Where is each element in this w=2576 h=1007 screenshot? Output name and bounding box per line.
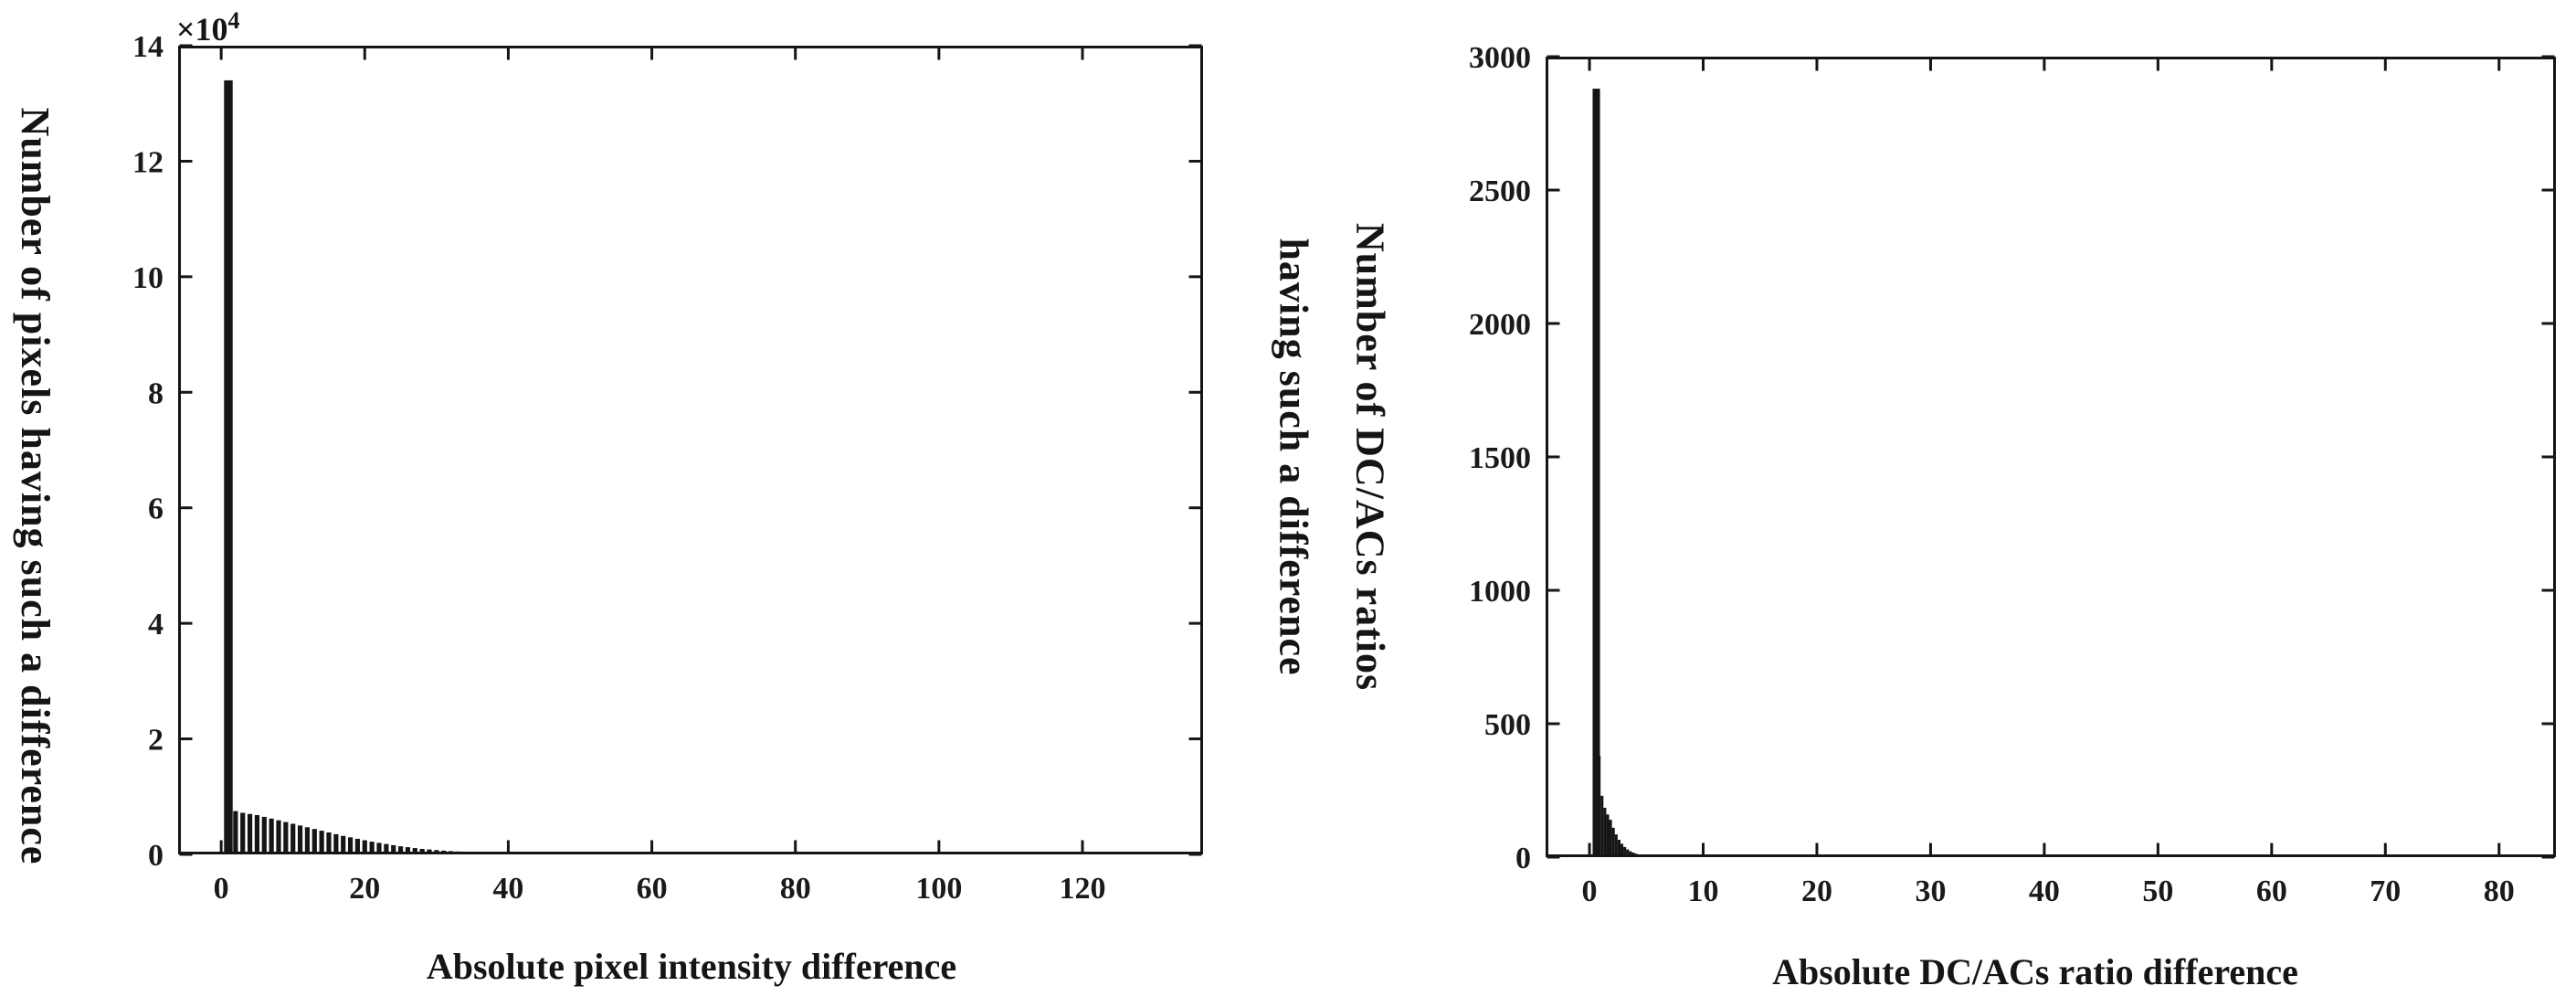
histogram-bar — [1629, 851, 1632, 856]
histogram-bar — [261, 816, 267, 853]
x-tick-label: 80 — [780, 872, 811, 906]
histogram-bar — [233, 811, 238, 853]
histogram-bar — [405, 847, 411, 853]
histogram-bar — [297, 825, 303, 853]
x-tick-label: 80 — [2484, 874, 2515, 908]
histogram-bar — [311, 829, 317, 853]
histogram-bar — [1640, 854, 1643, 856]
histogram-bar — [1637, 854, 1641, 856]
right-y-axis-label-line2: having such a difference — [1272, 238, 1316, 676]
histogram-bar — [326, 832, 332, 853]
y-tick-label: 1500 — [1469, 441, 1531, 475]
left-y-axis-exponent: ×104 — [176, 7, 240, 48]
x-tick-label: 70 — [2370, 874, 2401, 908]
y-tick-label: 12 — [132, 145, 164, 179]
y-tick-label: 2500 — [1469, 175, 1531, 208]
histogram-bar — [397, 846, 404, 853]
histogram-bar — [1603, 807, 1607, 856]
left-x-axis-label: Absolute pixel intensity difference — [426, 946, 957, 987]
histogram-bar — [1611, 827, 1615, 856]
histogram-bar — [1592, 89, 1600, 856]
histogram-bar — [412, 848, 417, 853]
y-tick-label: 6 — [148, 493, 164, 526]
histogram-bar — [1598, 756, 1601, 856]
histogram-bar — [448, 851, 454, 853]
histogram-bar — [354, 838, 361, 853]
y-tick-label: 0 — [148, 839, 164, 873]
y-tick-label: 500 — [1484, 708, 1531, 742]
histogram-bar — [247, 813, 253, 853]
histogram-bar — [419, 848, 425, 853]
histogram-bar — [254, 815, 260, 853]
histogram-bar — [1623, 846, 1627, 856]
x-tick-label: 20 — [1801, 874, 1832, 908]
histogram-bar — [240, 812, 246, 853]
histogram-bar — [1617, 840, 1621, 856]
right-x-axis-label: Absolute DC/ACs ratio difference — [1772, 951, 2298, 992]
y-tick-label: 2 — [148, 724, 164, 758]
y-tick-label: 4 — [148, 608, 164, 641]
y-tick-label: 10 — [132, 261, 164, 295]
y-tick-label: 0 — [1515, 842, 1531, 875]
right-y-axis-label-line1: Number of DC/ACs ratios — [1347, 222, 1393, 692]
histogram-bar — [384, 843, 389, 853]
x-tick-label: 60 — [2256, 874, 2287, 908]
histogram-bar — [341, 835, 346, 853]
histogram-bar — [1626, 849, 1630, 856]
histogram-bar — [1614, 834, 1618, 856]
histogram-bar — [455, 851, 461, 853]
histogram-plot-right: 0 10 20 30 40 50 60 70 80 0 500 1000 1500 2000 2500 300… — [1469, 41, 2556, 908]
y-tick-label: 8 — [148, 376, 164, 410]
plot-frame — [1546, 57, 2556, 857]
x-tick-label: 50 — [2142, 874, 2173, 908]
histogram-bar — [1620, 843, 1624, 856]
x-tick-label: 120 — [1060, 872, 1106, 906]
histogram-bar — [1606, 814, 1610, 856]
histogram-bar — [1631, 853, 1635, 856]
histogram-bar — [224, 80, 233, 853]
x-tick-label: 30 — [1915, 874, 1946, 908]
x-tick-label: 40 — [2029, 874, 2060, 908]
histogram-bar — [427, 849, 432, 853]
x-tick-label: 100 — [915, 872, 962, 906]
x-tick-label: 0 — [214, 872, 229, 906]
histogram-bar — [1609, 820, 1612, 856]
y-tick-label: 1000 — [1469, 575, 1531, 609]
histogram-bar — [462, 852, 468, 853]
right-y-axis-label: Number of DC/ACs ratios having such a di… — [1255, 223, 1408, 691]
x-tick-label: 60 — [637, 872, 668, 906]
histogram-bar — [290, 823, 296, 853]
plot-frame — [178, 46, 1203, 854]
histogram-bar — [333, 833, 339, 853]
histogram-bar — [276, 820, 281, 853]
histogram-bar — [304, 827, 311, 853]
y-tick-label: 14 — [132, 30, 164, 64]
histogram-bar — [391, 844, 396, 853]
histogram-bar — [347, 837, 354, 853]
histogram-bar — [269, 818, 274, 853]
histogram-bar — [283, 822, 289, 853]
x-tick-label: 0 — [1582, 874, 1598, 908]
x-tick-label: 20 — [349, 872, 380, 906]
histogram-bar — [434, 850, 439, 853]
histogram-bar — [441, 850, 447, 853]
histogram-bar — [376, 843, 382, 853]
histogram-bar — [369, 842, 375, 853]
histogram-bar — [1600, 795, 1604, 856]
x-tick-label: 10 — [1688, 874, 1719, 908]
histogram-bar — [319, 831, 324, 853]
histogram-bar — [1634, 853, 1638, 856]
histogram-plot-left: 0 20 40 60 80 100 120 0 2 4 6 8 10 12 14 — [132, 30, 1203, 906]
y-tick-label: 3000 — [1469, 41, 1531, 75]
y-tick-label: 2000 — [1469, 308, 1531, 342]
x-tick-label: 40 — [492, 872, 523, 906]
